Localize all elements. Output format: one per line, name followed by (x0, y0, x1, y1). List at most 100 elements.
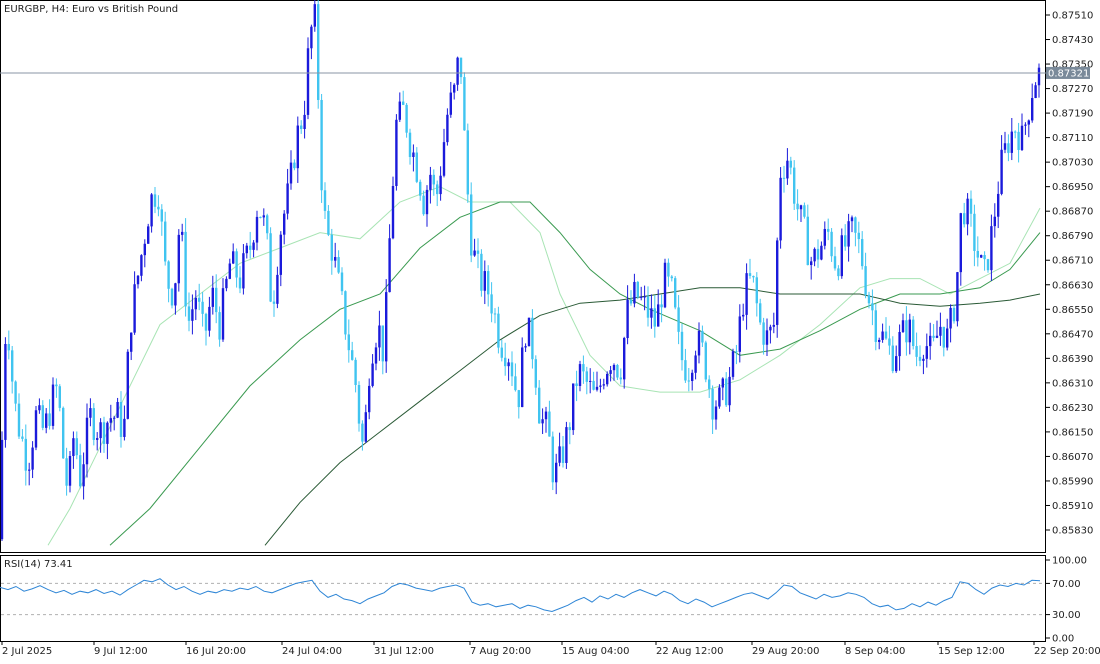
candle-body (507, 362, 510, 367)
candle-body (623, 338, 626, 380)
candle-body (769, 326, 772, 331)
candle-body (252, 242, 255, 250)
candle-body (742, 314, 745, 317)
candle-body (85, 417, 89, 465)
candle-body (504, 357, 507, 367)
candle-body (1010, 131, 1013, 153)
time-tick-label: 7 Aug 20:00 (470, 646, 531, 657)
rsi-axis: 100.00 70.00 30.00 0.00 (1045, 556, 1087, 645)
candle-body (1027, 120, 1030, 125)
price-tick-label: 0.86550 (1052, 305, 1093, 316)
candle-body (575, 383, 578, 386)
candle-body (327, 210, 330, 235)
price-tick-label: 0.87110 (1052, 133, 1093, 144)
candle-body (752, 275, 755, 278)
candle-body (320, 99, 323, 191)
candle-body (1034, 85, 1037, 99)
candle-body (786, 160, 789, 179)
candle-body (106, 422, 109, 444)
candle-body (398, 101, 401, 120)
candle-body (969, 198, 973, 214)
candle-body (718, 387, 721, 407)
candle-body (589, 380, 592, 382)
candle-body (895, 356, 898, 372)
price-tick-label: 0.86070 (1052, 452, 1093, 463)
candle-body (636, 281, 639, 298)
candle-body (521, 347, 524, 408)
candle-body (276, 274, 279, 304)
candle-body (453, 84, 456, 93)
candle-body (918, 356, 922, 361)
candle-body (544, 411, 548, 420)
candle-body (606, 373, 609, 385)
candle-body (68, 456, 72, 486)
candle-body (279, 234, 282, 275)
candle-body (242, 253, 245, 289)
candle-body (626, 299, 629, 339)
price-tick-label: 0.87510 (1052, 11, 1093, 22)
price-tick-label: 0.87190 (1052, 109, 1093, 120)
candle-body (935, 335, 939, 338)
candle-body (561, 446, 565, 464)
candle-body (181, 231, 184, 235)
candle-body (96, 438, 99, 440)
candle-body (816, 248, 820, 260)
candle-body (973, 213, 976, 251)
candle-body (558, 446, 561, 463)
rsi-tick-label: 0.00 (1052, 634, 1074, 645)
rsi-label: RSI(14) 73.41 (4, 559, 73, 570)
candle-body (650, 308, 653, 318)
candle-body (844, 235, 847, 247)
price-panel-frame (0, 0, 1046, 553)
candle-body (425, 189, 429, 215)
candle-body (211, 287, 214, 307)
candle-body (184, 231, 187, 307)
candle-body (493, 313, 497, 315)
candle-body (867, 294, 871, 304)
rsi-tick-label: 70.00 (1052, 579, 1081, 590)
candle-body (942, 326, 945, 348)
candle-body (548, 411, 551, 437)
candle-body (99, 422, 102, 439)
candle-body (361, 423, 364, 442)
candle-body (167, 261, 170, 289)
candle-body (113, 417, 116, 419)
candle-body (153, 194, 157, 207)
candle-body (915, 346, 918, 357)
candle-body (480, 253, 483, 291)
price-tick-label: 0.86150 (1052, 427, 1093, 438)
candle-body (1024, 124, 1027, 126)
candle-body (898, 332, 901, 357)
candle-body (269, 233, 272, 302)
candle-body (976, 250, 979, 258)
candle-body (245, 245, 248, 254)
current-price-tag (1046, 66, 1090, 79)
candle-body (857, 232, 860, 240)
candle-body (850, 217, 854, 222)
candle-body (555, 462, 558, 483)
candle-body (735, 351, 738, 353)
candle-body (592, 380, 595, 390)
candle-body (28, 469, 31, 471)
candle-body (782, 177, 786, 179)
candle-body (759, 303, 762, 323)
candle-body (225, 278, 228, 289)
price-tick-label: 0.86230 (1052, 403, 1093, 414)
candle-body (595, 386, 599, 390)
moving-averages (47, 186, 1041, 546)
candle-body (922, 358, 925, 361)
candle-body (289, 162, 293, 184)
moving-average-line (264, 287, 1041, 546)
candle-body (738, 316, 741, 352)
candle-body (208, 306, 211, 331)
candle-body (1014, 131, 1017, 133)
candle-body (748, 273, 752, 276)
candle-body (62, 407, 65, 459)
candle-body (609, 370, 612, 374)
candle-body (510, 362, 514, 377)
candle-body (1017, 131, 1020, 150)
time-tick-label: 15 Aug 04:00 (562, 646, 629, 657)
candle-body (347, 334, 350, 351)
candle-body (0, 439, 4, 540)
candle-body (653, 308, 656, 327)
